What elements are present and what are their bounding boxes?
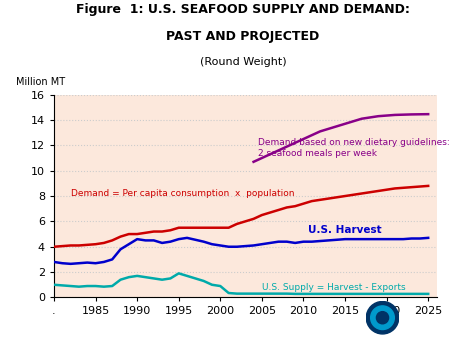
Circle shape: [371, 306, 394, 330]
Text: Demand = Per capita consumption  x  population: Demand = Per capita consumption x popula…: [71, 189, 294, 198]
Text: Figure  1: U.S. SEAFOOD SUPPLY AND DEMAND:: Figure 1: U.S. SEAFOOD SUPPLY AND DEMAND…: [76, 3, 410, 16]
Text: U.S. Harvest: U.S. Harvest: [308, 225, 381, 235]
Text: U.S. Supply = Harvest - Exports: U.S. Supply = Harvest - Exports: [262, 284, 405, 292]
Circle shape: [366, 301, 399, 334]
Text: Million MT: Million MT: [16, 76, 65, 87]
Circle shape: [376, 312, 389, 324]
Text: PAST AND PROJECTED: PAST AND PROJECTED: [166, 30, 320, 43]
Text: (Round Weight): (Round Weight): [200, 57, 286, 68]
Text: Demand based on new dietary guidelines:
2 seafood meals per week: Demand based on new dietary guidelines: …: [258, 138, 450, 158]
